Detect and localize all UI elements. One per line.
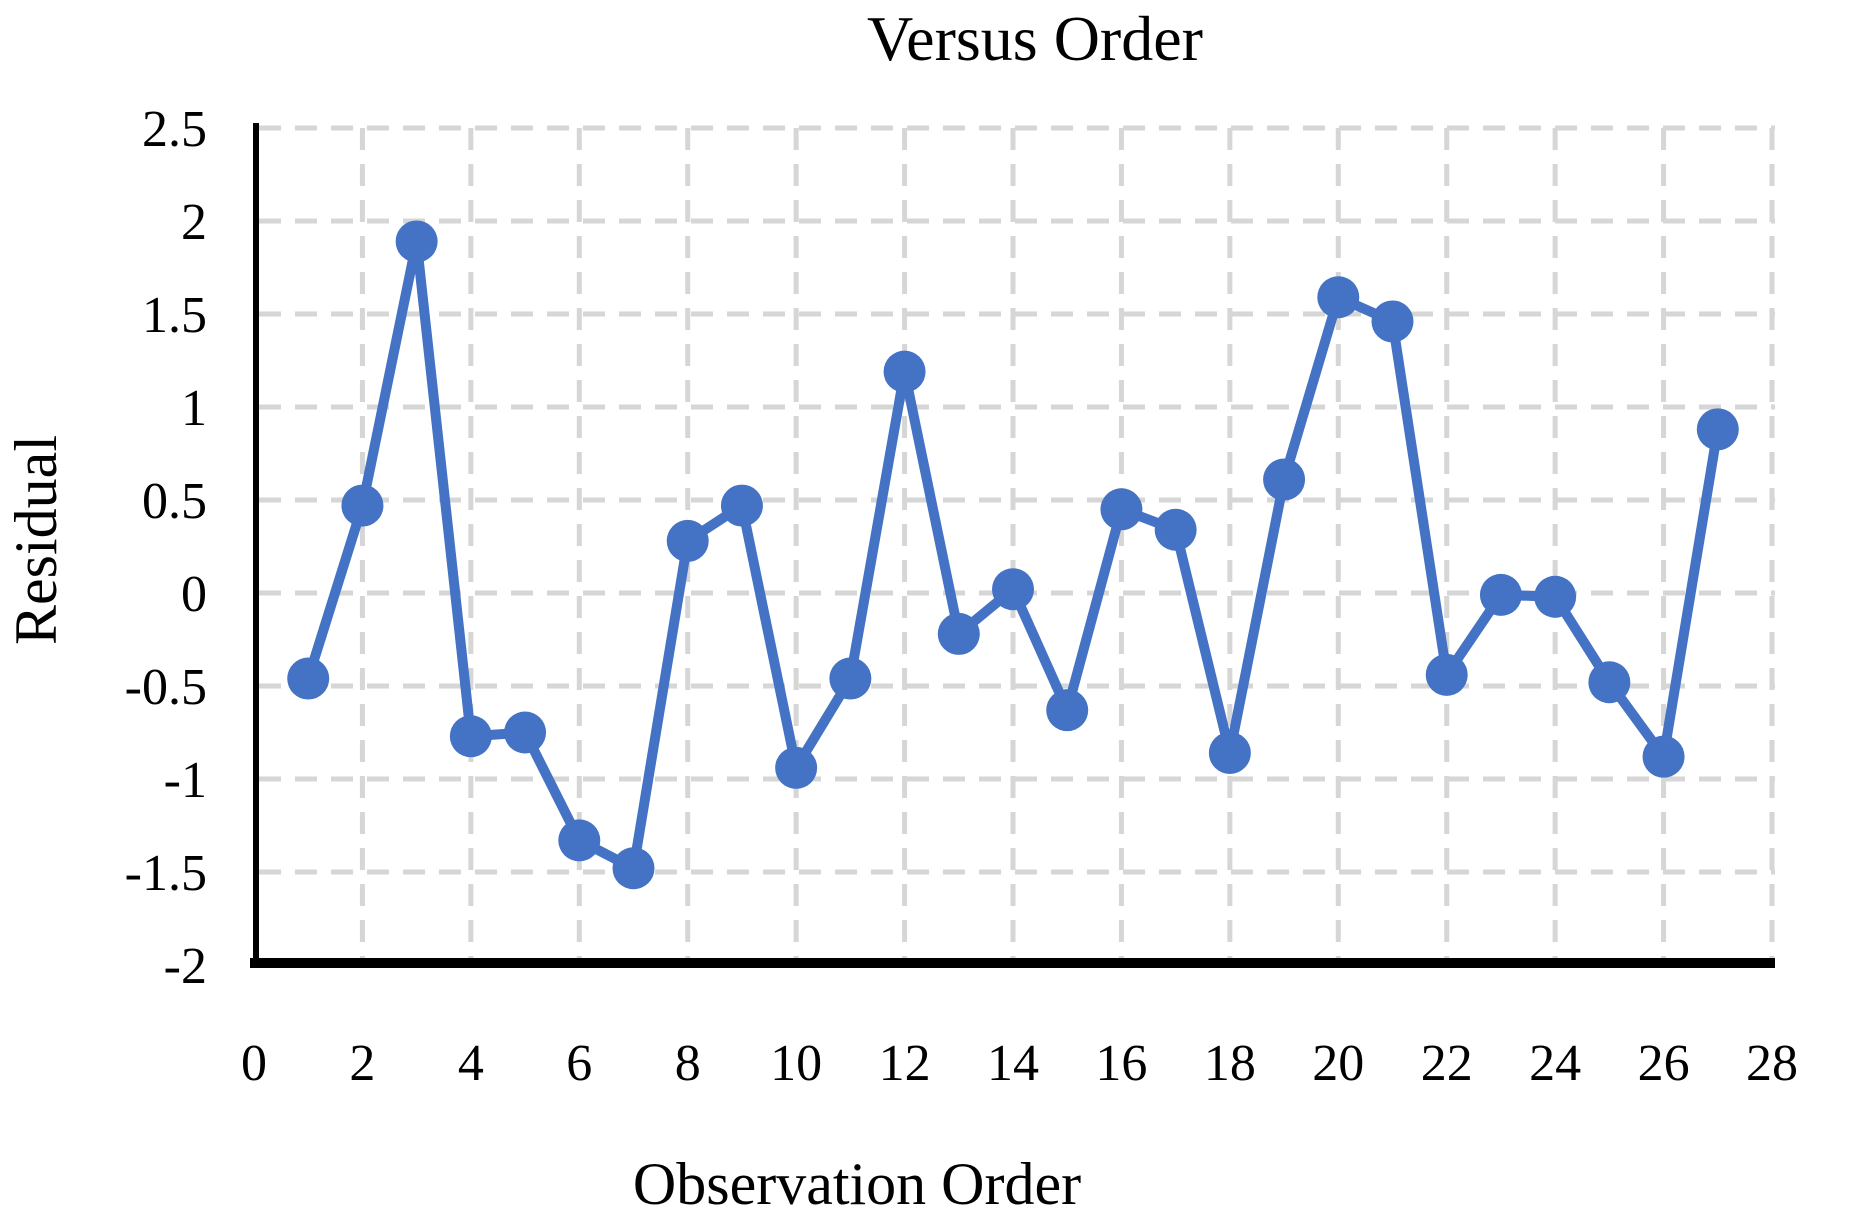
data-point: [341, 484, 384, 527]
data-point: [1100, 488, 1143, 531]
y-axis-title: Residual: [3, 435, 69, 645]
data-point: [937, 612, 980, 655]
x-tick-label: 26: [1638, 1035, 1690, 1092]
data-point: [1263, 458, 1306, 501]
data-point: [1371, 300, 1414, 343]
y-tick-label: -0.5: [125, 659, 207, 716]
data-point: [1642, 735, 1685, 778]
axes-layer: [250, 123, 1775, 968]
data-point: [883, 350, 926, 393]
x-tick-label: 4: [458, 1035, 484, 1092]
data-point: [1154, 508, 1197, 551]
x-tick-label: 22: [1421, 1035, 1473, 1092]
x-tick-label: 10: [770, 1035, 822, 1092]
x-tick-label: 2: [349, 1035, 375, 1092]
data-point: [1534, 575, 1577, 618]
x-tick-label: 20: [1312, 1035, 1364, 1092]
x-tick-label: 24: [1529, 1035, 1581, 1092]
x-tick-label: 14: [987, 1035, 1039, 1092]
x-tick-label: 16: [1095, 1035, 1147, 1092]
data-point: [666, 519, 709, 562]
data-point: [612, 847, 655, 890]
data-point: [395, 220, 438, 263]
y-tick-label: 0.5: [142, 473, 207, 530]
data-point: [558, 819, 601, 862]
x-tick-label: 18: [1204, 1035, 1256, 1092]
data-point: [1479, 573, 1522, 616]
data-point: [1317, 276, 1360, 319]
data-point: [504, 711, 547, 754]
data-point: [449, 715, 492, 758]
y-tick-label: 1.5: [142, 287, 207, 344]
data-point: [1696, 408, 1739, 451]
y-tick-label: 2: [181, 194, 207, 251]
data-point: [287, 657, 330, 700]
series-layer: [287, 220, 1739, 890]
x-tick-label: 28: [1746, 1035, 1798, 1092]
x-tick-label: 6: [566, 1035, 592, 1092]
data-point: [720, 484, 763, 527]
residual-line: [303, 236, 1723, 874]
data-point: [829, 657, 872, 700]
data-point: [775, 746, 818, 789]
data-point: [1425, 653, 1468, 696]
y-tick-label: 0: [181, 566, 207, 623]
gridlines-layer: [259, 125, 1775, 958]
x-tick-label: 12: [879, 1035, 931, 1092]
x-axis-title: Observation Order: [633, 1151, 1081, 1217]
y-tick-label: -1.5: [125, 845, 207, 902]
data-point: [992, 568, 1035, 611]
x-tick-label: 0: [241, 1035, 267, 1092]
chart-title: Versus Order: [867, 3, 1203, 74]
data-point: [1046, 689, 1089, 732]
data-point: [1588, 661, 1631, 704]
tick-labels-layer: 2.521.510.50-0.5-1-1.5-20 2 4 6 8 10 12 14 16 18 2…: [125, 101, 1798, 1092]
x-tick-label: 8: [675, 1035, 701, 1092]
data-point: [1208, 731, 1251, 774]
y-tick-label: 1: [181, 380, 207, 437]
y-tick-label: -1: [164, 752, 207, 809]
y-tick-label: -2: [164, 938, 207, 995]
y-tick-label: 2.5: [142, 101, 207, 158]
